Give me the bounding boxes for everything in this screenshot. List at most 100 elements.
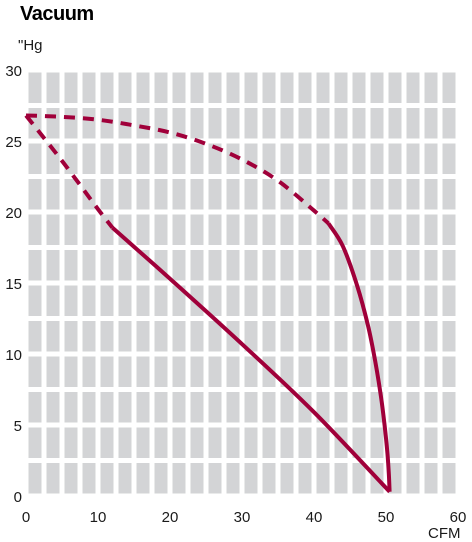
grid-cell [118,72,132,103]
grid-cell [352,321,366,352]
x-tick-label: 40 [306,509,323,526]
grid-cell [64,285,78,316]
grid-cell [388,72,402,103]
grid-cell [352,143,366,174]
grid-cell [100,214,114,245]
grid-cell [442,72,456,103]
grid-cell [370,427,384,458]
grid-cell [280,285,294,316]
grid-cell [118,143,132,174]
y-axis-unit-label: "Hg [18,37,43,54]
grid-cell [244,427,258,458]
grid-cell [334,392,348,423]
grid-cell [334,463,348,494]
grid-cell [172,463,186,494]
grid-cell [406,392,420,423]
grid-cell [442,250,456,281]
grid-cell [28,214,42,245]
grid-cell [64,250,78,281]
grid-cell [244,356,258,387]
grid-cell [136,179,150,210]
grid-cell [136,392,150,423]
grid-cell [208,463,222,494]
grid-cell [28,392,42,423]
grid-cell [172,108,186,139]
grid-cell [226,250,240,281]
grid-cell [100,463,114,494]
grid-cell [406,285,420,316]
grid [28,72,456,494]
grid-cell [298,250,312,281]
grid-cell [442,321,456,352]
grid-cell [262,392,276,423]
grid-cell [352,179,366,210]
grid-cell [298,321,312,352]
grid-cell [46,321,60,352]
grid-cell [154,72,168,103]
grid-cell [208,392,222,423]
grid-cell [334,321,348,352]
grid-cell [154,214,168,245]
grid-cell [154,392,168,423]
grid-cell [100,427,114,458]
x-tick-label: 0 [22,509,30,526]
series-line-solid [111,226,392,494]
grid-cell [118,285,132,316]
grid-cell [208,143,222,174]
grid-cell [82,72,96,103]
grid-cell [334,72,348,103]
grid-cell [316,392,330,423]
grid-cell [82,214,96,245]
grid-cell [64,427,78,458]
grid-cell [334,108,348,139]
grid-cell [208,214,222,245]
grid-cell [370,214,384,245]
grid-cell [28,356,42,387]
grid-cell [208,250,222,281]
grid-cell [262,285,276,316]
series-line-dashed [24,114,114,229]
grid-cell [208,321,222,352]
grid-cell [190,143,204,174]
grid-cell [118,321,132,352]
grid-cell [442,427,456,458]
grid-cell [262,427,276,458]
grid-cell [46,214,60,245]
grid-cell [136,72,150,103]
grid-cell [388,214,402,245]
grid-cell [208,427,222,458]
grid-cell [424,72,438,103]
grid-cell [136,427,150,458]
grid-cell [100,72,114,103]
x-tick-label: 10 [90,509,107,526]
grid-cell [352,427,366,458]
grid-cell [298,108,312,139]
grid-cell [406,321,420,352]
grid-cell [118,392,132,423]
grid-cell [118,463,132,494]
grid-cell [388,463,402,494]
grid-cell [82,250,96,281]
grid-cell [172,285,186,316]
grid-cell [406,250,420,281]
grid-cell [316,72,330,103]
grid-cell [370,72,384,103]
grid-cell [208,72,222,103]
grid-cell [316,427,330,458]
grid-cell [64,108,78,139]
grid-cell [28,463,42,494]
grid-cell [334,356,348,387]
grid-cell [334,250,348,281]
grid-cell [388,356,402,387]
grid-cell [172,250,186,281]
grid-cell [388,179,402,210]
grid-cell [46,427,60,458]
grid-cell [154,179,168,210]
grid-cell [100,250,114,281]
grid-cell [100,179,114,210]
grid-cell [244,392,258,423]
grid-cell [136,285,150,316]
grid-cell [352,250,366,281]
grid-cell [226,427,240,458]
